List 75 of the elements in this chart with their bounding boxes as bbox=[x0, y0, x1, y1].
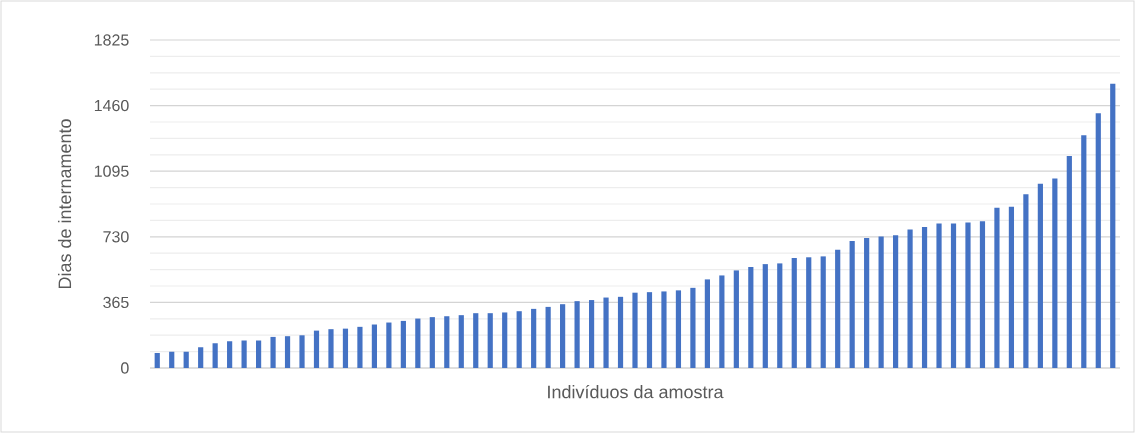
bar bbox=[849, 240, 855, 368]
bar bbox=[864, 237, 870, 368]
bar bbox=[328, 329, 334, 368]
bar bbox=[560, 304, 566, 368]
bar bbox=[313, 330, 320, 368]
bar bbox=[950, 223, 957, 368]
bar bbox=[777, 263, 783, 368]
bar bbox=[893, 235, 899, 368]
bar bbox=[1095, 113, 1101, 368]
bar bbox=[154, 352, 160, 368]
bar bbox=[936, 223, 942, 368]
bar bbox=[198, 347, 204, 368]
bar bbox=[748, 266, 754, 368]
bar bbox=[574, 301, 580, 368]
bar bbox=[835, 249, 841, 368]
bar bbox=[733, 270, 739, 368]
bar bbox=[762, 264, 768, 368]
bar bbox=[719, 275, 725, 368]
bar bbox=[342, 328, 349, 368]
bar bbox=[357, 326, 363, 368]
bar bbox=[965, 222, 971, 368]
y-tick-label: 1825 bbox=[94, 34, 129, 46]
bar bbox=[1008, 206, 1015, 368]
bar bbox=[400, 320, 406, 368]
bar bbox=[878, 236, 884, 368]
bar bbox=[1052, 178, 1058, 368]
bar bbox=[675, 290, 682, 368]
bar bbox=[169, 351, 175, 368]
y-tick-label: 0 bbox=[121, 362, 129, 374]
y-tick-label: 1460 bbox=[94, 99, 129, 112]
bar bbox=[227, 341, 233, 368]
bar bbox=[487, 313, 493, 368]
y-tick-label: 365 bbox=[103, 296, 129, 309]
bar bbox=[371, 324, 378, 368]
bar bbox=[588, 300, 595, 368]
bar bbox=[429, 317, 435, 368]
bar bbox=[458, 315, 464, 368]
bar bbox=[661, 291, 667, 368]
bar bbox=[473, 313, 479, 368]
bar bbox=[806, 257, 812, 368]
bar bbox=[979, 221, 986, 368]
bar bbox=[603, 297, 609, 368]
bar bbox=[299, 335, 305, 368]
bar bbox=[1066, 156, 1072, 368]
bar bbox=[415, 318, 421, 368]
bar bbox=[704, 279, 710, 368]
bar bbox=[183, 351, 189, 368]
bar bbox=[241, 340, 247, 368]
bar bbox=[1037, 183, 1043, 368]
bar bbox=[516, 311, 522, 368]
bar bbox=[617, 296, 624, 368]
y-tick-label: 1095 bbox=[94, 165, 129, 177]
bar bbox=[907, 229, 913, 368]
bar bbox=[502, 312, 508, 368]
y-tick-label: 730 bbox=[103, 231, 129, 243]
y-axis-title: Dias de internamento bbox=[57, 119, 72, 289]
bar bbox=[255, 340, 262, 368]
bar bbox=[270, 336, 276, 368]
bar bbox=[545, 306, 551, 368]
bar bbox=[531, 308, 537, 368]
bar bbox=[820, 256, 826, 368]
bar bbox=[646, 292, 653, 368]
bar bbox=[994, 207, 1000, 368]
bar bbox=[1110, 83, 1116, 368]
bar bbox=[921, 226, 928, 368]
x-axis-title: Indivíduos da amostra bbox=[548, 384, 724, 399]
bar bbox=[284, 336, 291, 368]
bar bbox=[212, 343, 218, 368]
bar bbox=[444, 316, 450, 368]
bar bbox=[1023, 194, 1029, 368]
bar bbox=[690, 287, 696, 368]
bar bbox=[791, 258, 797, 368]
bar bbox=[386, 322, 392, 368]
bar bbox=[632, 292, 638, 368]
bar bbox=[1081, 135, 1087, 368]
